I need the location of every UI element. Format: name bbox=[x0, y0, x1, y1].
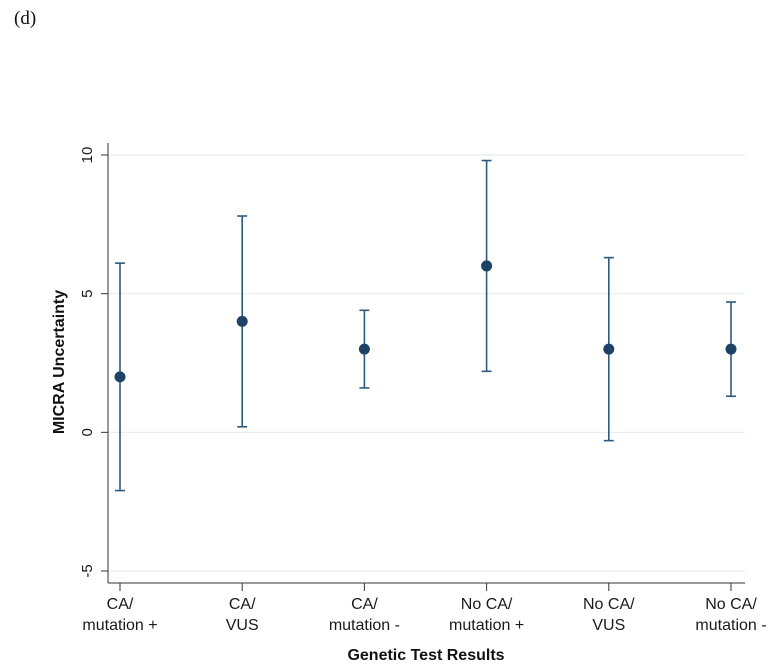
x-tick-label: mutation - bbox=[695, 617, 766, 634]
data-point bbox=[358, 343, 370, 355]
x-axis-ticks: CA/mutation + CA/VUS CA/mutation - No CA/mu… bbox=[82, 583, 767, 634]
axes bbox=[107, 143, 745, 584]
error-bars bbox=[115, 159, 736, 492]
y-axis-ticks: -5 0 5 10 bbox=[79, 147, 108, 578]
x-tick-label: No CA/ bbox=[583, 596, 635, 613]
data-point bbox=[236, 315, 248, 327]
data-points bbox=[114, 260, 737, 383]
data-point bbox=[725, 343, 737, 355]
x-tick-label: CA/ bbox=[351, 596, 378, 613]
y-axis-title: MICRA Uncertainty bbox=[51, 290, 68, 434]
data-point bbox=[603, 343, 615, 355]
data-point bbox=[481, 260, 493, 272]
x-tick-label: VUS bbox=[592, 617, 625, 634]
x-tick-label: No CA/ bbox=[705, 596, 757, 613]
x-axis-title: Genetic Test Results bbox=[347, 647, 504, 664]
x-tick-label: mutation - bbox=[329, 617, 400, 634]
panel-label: (d) bbox=[14, 8, 37, 29]
y-tick-label: -5 bbox=[79, 564, 96, 577]
x-tick-label: mutation + bbox=[449, 617, 524, 634]
y-tick-label: 0 bbox=[79, 428, 96, 436]
data-point bbox=[114, 371, 126, 383]
y-tick-label: 5 bbox=[79, 289, 96, 297]
x-tick-label: No CA/ bbox=[461, 596, 513, 613]
gridlines bbox=[108, 154, 745, 572]
y-tick-label: 10 bbox=[79, 147, 96, 164]
x-tick-label: CA/ bbox=[229, 596, 256, 613]
x-tick-label: VUS bbox=[226, 617, 259, 634]
x-tick-label: mutation + bbox=[82, 617, 157, 634]
x-tick-label: CA/ bbox=[107, 596, 134, 613]
